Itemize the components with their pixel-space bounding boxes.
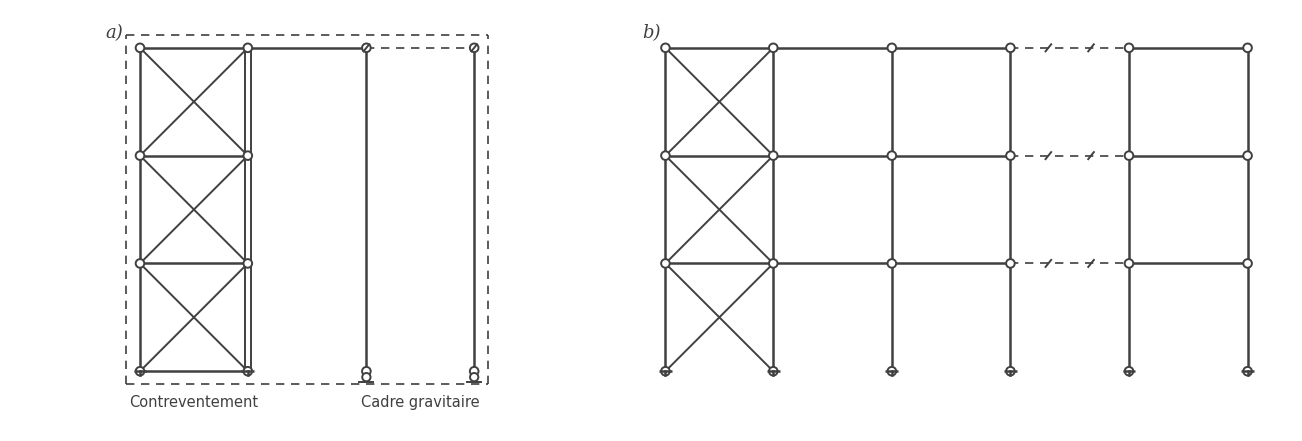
Circle shape: [1006, 151, 1014, 160]
Circle shape: [243, 151, 253, 160]
Circle shape: [362, 44, 371, 52]
Circle shape: [888, 367, 896, 376]
Circle shape: [135, 367, 145, 376]
Circle shape: [888, 151, 896, 160]
Circle shape: [661, 367, 669, 376]
Circle shape: [243, 259, 253, 268]
Circle shape: [888, 44, 896, 52]
Circle shape: [1243, 151, 1253, 160]
Text: a): a): [105, 24, 124, 42]
Circle shape: [661, 44, 669, 52]
Circle shape: [470, 373, 478, 381]
Circle shape: [661, 259, 669, 268]
Circle shape: [769, 367, 777, 376]
Circle shape: [1125, 259, 1133, 268]
Circle shape: [1006, 367, 1014, 376]
Circle shape: [661, 151, 669, 160]
Circle shape: [135, 259, 145, 268]
Circle shape: [1243, 367, 1253, 376]
Circle shape: [769, 151, 777, 160]
Text: Cadre gravitaire: Cadre gravitaire: [361, 395, 479, 410]
Circle shape: [1006, 259, 1014, 268]
Circle shape: [135, 44, 145, 52]
Text: b): b): [642, 24, 660, 42]
Circle shape: [1125, 151, 1133, 160]
Circle shape: [1125, 44, 1133, 52]
Circle shape: [243, 44, 253, 52]
Circle shape: [1243, 259, 1253, 268]
Text: Contreventement: Contreventement: [129, 395, 259, 410]
Circle shape: [135, 151, 145, 160]
Circle shape: [1125, 367, 1133, 376]
Circle shape: [243, 367, 253, 376]
Circle shape: [470, 44, 479, 52]
Circle shape: [888, 259, 896, 268]
Circle shape: [362, 367, 371, 376]
Circle shape: [769, 44, 777, 52]
Circle shape: [362, 373, 371, 381]
Circle shape: [470, 367, 479, 376]
Circle shape: [1243, 44, 1253, 52]
Circle shape: [769, 259, 777, 268]
Circle shape: [1006, 44, 1014, 52]
